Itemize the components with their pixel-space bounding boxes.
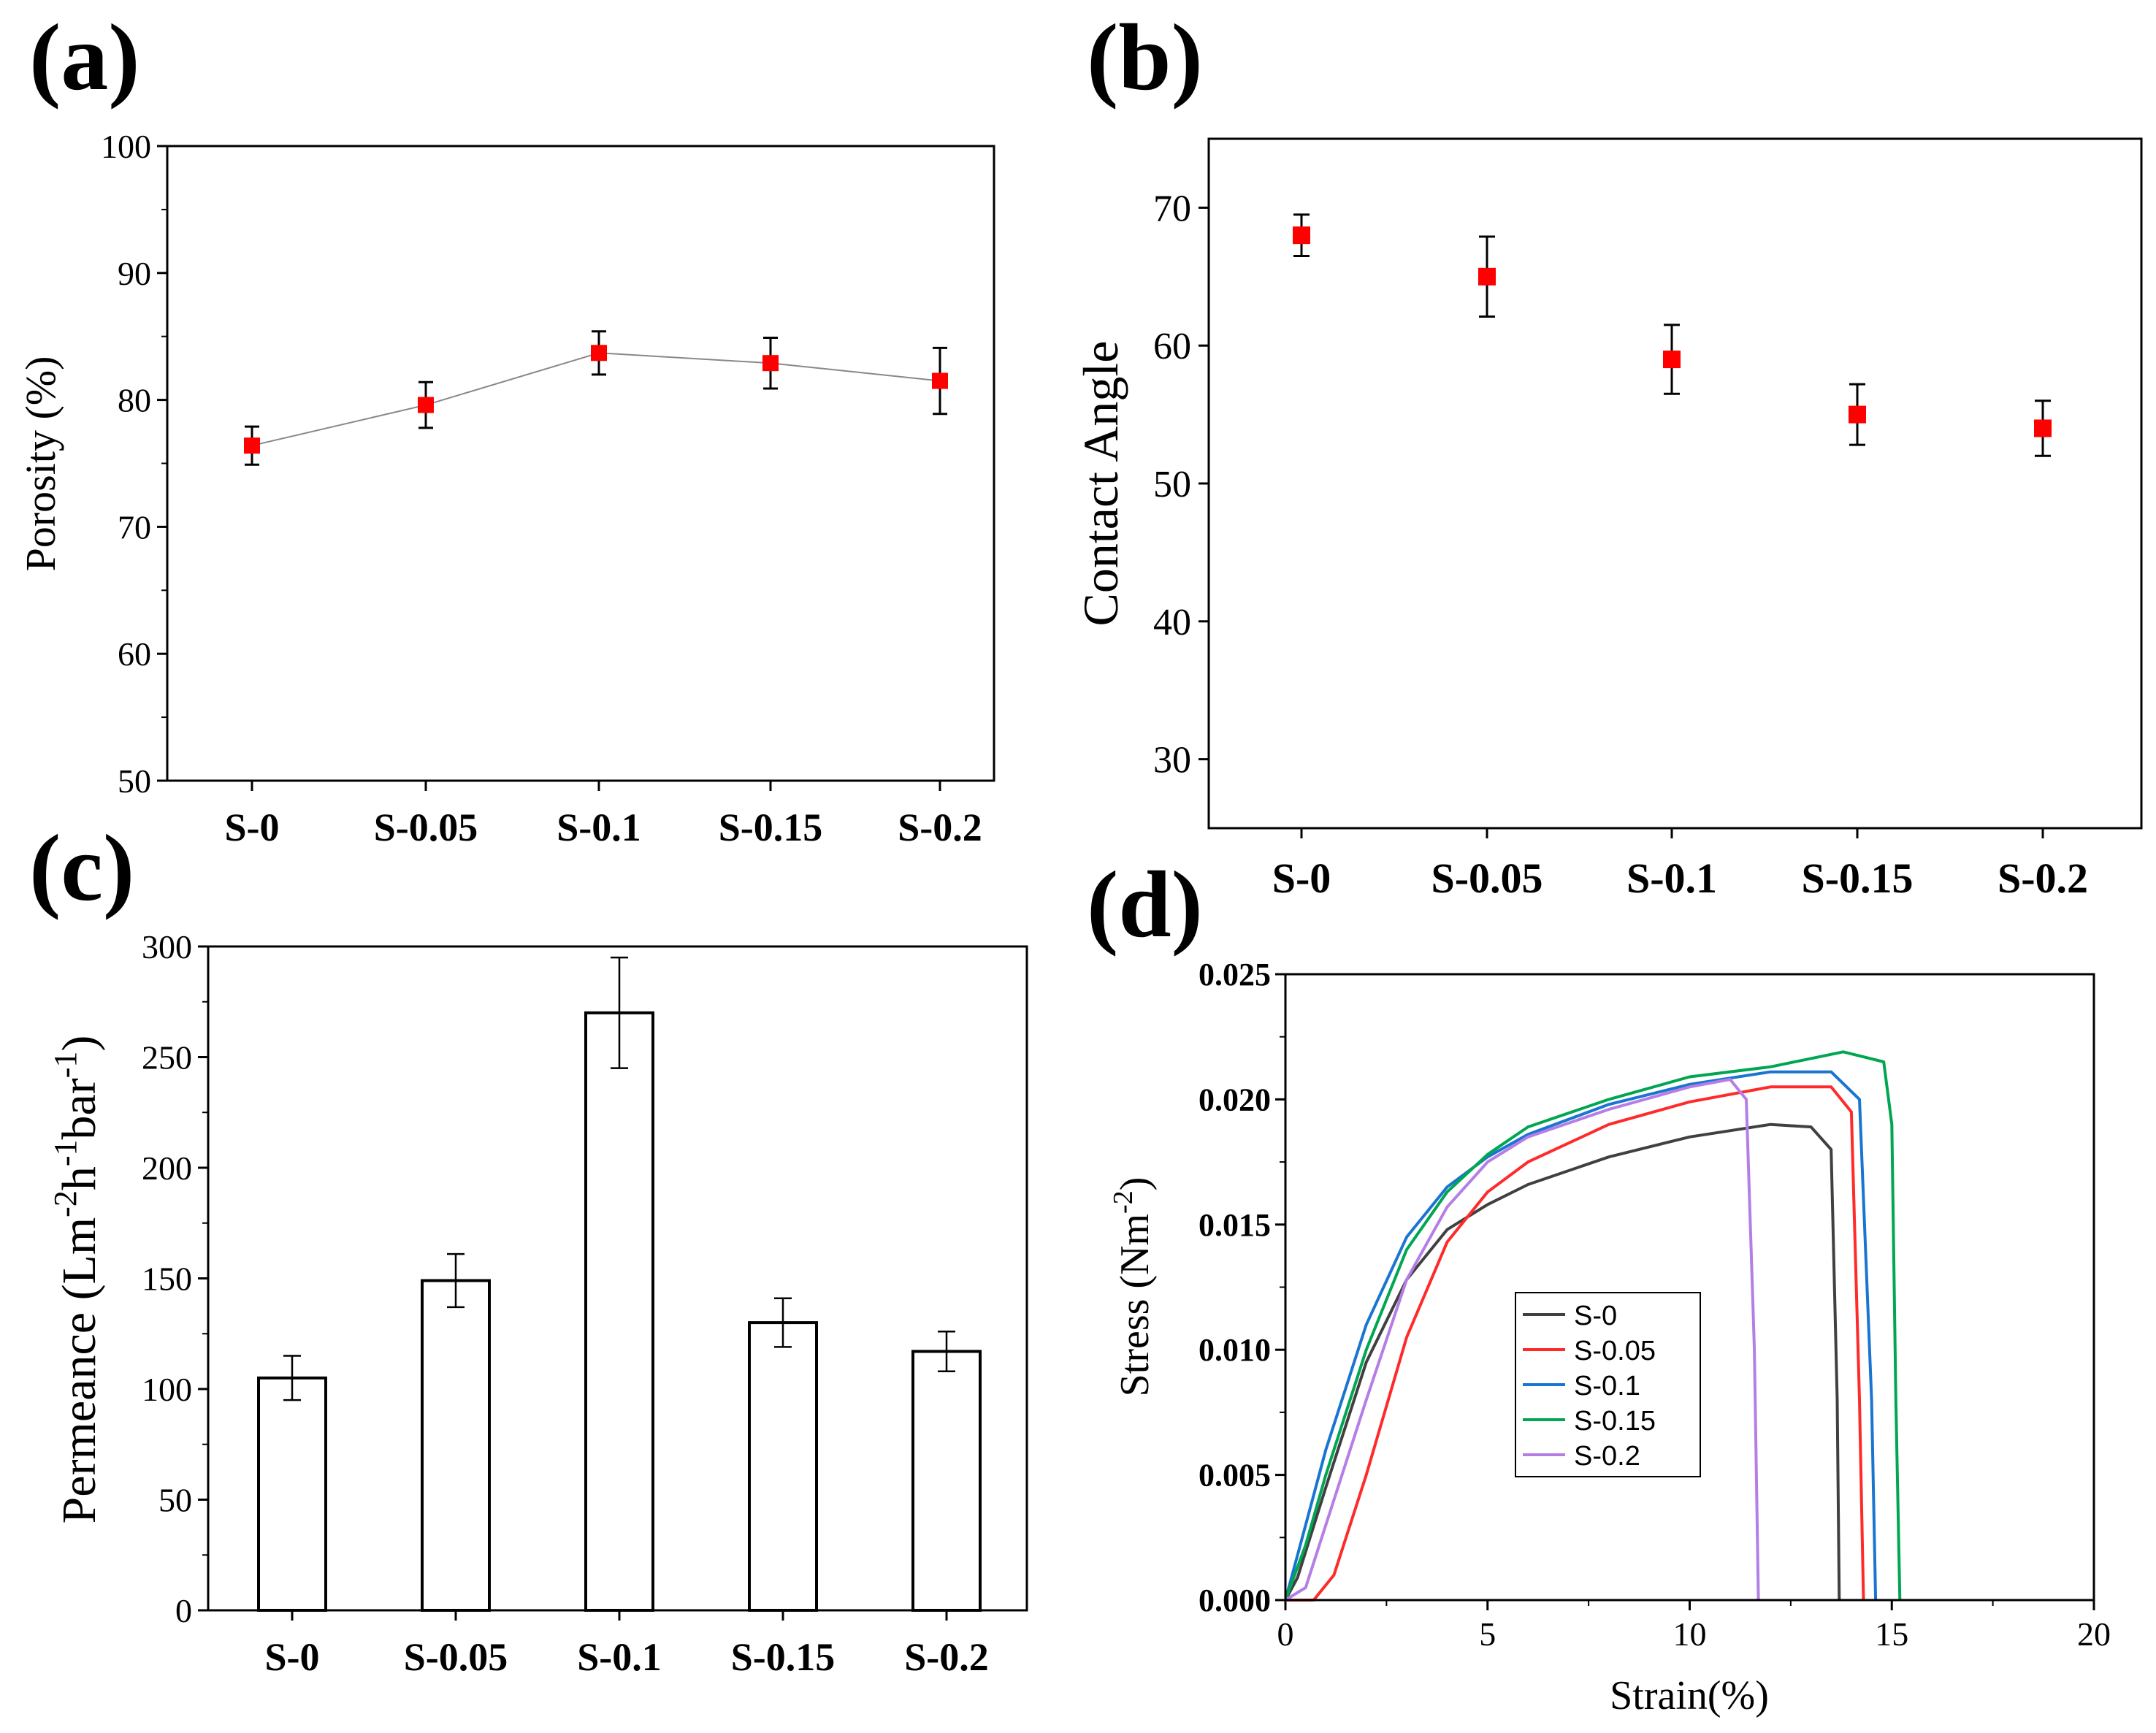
panel-d-label: (d): [1087, 852, 1203, 957]
panel-c-frame: [207, 945, 1028, 1612]
a-xtick-label: S-0: [224, 806, 279, 849]
d-series-line-S-0.1: [1284, 1070, 1878, 1601]
d-ytick-label: 0.020: [1199, 1082, 1271, 1117]
c-ytick-label: 0: [175, 1592, 192, 1629]
d-ytick-label: 0.025: [1199, 957, 1271, 992]
d-xtick-label: 0: [1277, 1615, 1294, 1653]
c-xtick-label: S-0.05: [404, 1635, 508, 1679]
panel-b-frame: [1207, 137, 2143, 830]
d-ytick-label: 0.015: [1199, 1207, 1271, 1243]
a-ytick-label: 50: [118, 762, 151, 800]
c-ylabel-post: ): [53, 1036, 106, 1052]
a-data-point: [762, 355, 779, 372]
b-ytick-label: 40: [1153, 602, 1191, 643]
c-ylabel-mid2: bar: [53, 1078, 106, 1139]
a-xtick-label: S-0.15: [719, 806, 823, 849]
legend-label: S-0.15: [1574, 1406, 1656, 1436]
d-xtick-label: 10: [1673, 1615, 1707, 1653]
a-xtick-label: S-0.2: [898, 806, 982, 849]
a-data-point: [932, 372, 948, 389]
a-ytick-label: 100: [101, 128, 151, 165]
d-ytick-label: 0.010: [1199, 1332, 1271, 1368]
c-ylabel-pre: Permeance (Lm: [53, 1217, 106, 1524]
c-ylabel-exp2: -1: [47, 1139, 83, 1166]
legend-label: S-0: [1574, 1301, 1617, 1331]
a-xtick-label: S-0.1: [557, 806, 641, 849]
c-ytick-label: 300: [142, 928, 192, 965]
b-data-point: [1849, 405, 1866, 424]
a-ytick-label: 90: [118, 255, 151, 292]
b-data-point: [1293, 226, 1310, 245]
b-xtick-label: S-0.15: [1801, 854, 1913, 902]
a-ytick-label: 80: [118, 382, 151, 419]
d-ylabel-pre: Stress (Nm: [1112, 1214, 1158, 1396]
c-bar: [911, 1350, 982, 1612]
c-ytick-label: 100: [142, 1371, 192, 1408]
d-xtick-label: 20: [2077, 1615, 2111, 1653]
panel-a-label: (a): [29, 5, 140, 110]
b-data-point: [1478, 267, 1496, 286]
panel-d-x-axis-title: Strain(%): [1610, 1673, 1769, 1718]
legend-label: S-0.05: [1574, 1336, 1656, 1366]
panel-b-y-axis-title: Contact Angle: [1073, 341, 1128, 627]
b-ytick-label: 70: [1153, 188, 1191, 229]
panel-c-y-axis-title: Permeance (Lm-2h-1bar-1): [47, 1036, 106, 1524]
d-series-line-S-0: [1284, 1122, 1841, 1601]
panel-a-frame: [166, 145, 995, 782]
panel-c-label: (c): [29, 816, 134, 921]
panel-d: (d) 0.000 0.005 0.010 0.015 0.020 0.025 0 5 10 15…: [1087, 852, 2111, 1718]
d-ylabel-exp: -2: [1108, 1190, 1139, 1214]
c-bar: [584, 1011, 654, 1612]
d-series-line-S-0.05: [1285, 1085, 1865, 1602]
d-series-line-S-0.2: [1284, 1078, 1760, 1602]
d-xtick-label: 5: [1479, 1615, 1496, 1653]
panel-a: (a) 50 60 70 80 90 100 S-0 S-0.05 S-0.1 S-0.15 S-0…: [17, 5, 995, 849]
legend-label: S-0.1: [1574, 1371, 1640, 1401]
c-ylabel-exp3: -1: [47, 1052, 83, 1079]
c-ytick-label: 50: [158, 1482, 192, 1519]
a-ytick-label: 70: [118, 508, 151, 546]
a-series-line: [251, 352, 941, 447]
c-bar: [257, 1376, 327, 1612]
d-ylabel-post: ): [1112, 1177, 1158, 1191]
c-ylabel-mid1: h: [53, 1166, 106, 1190]
c-ylabel-exp1: -2: [47, 1190, 83, 1217]
c-xtick-label: S-0.1: [577, 1635, 662, 1679]
panel-d-y-axis-title: Stress (Nm-2): [1108, 1177, 1158, 1397]
c-bar: [748, 1321, 818, 1612]
b-xtick-label: S-0.05: [1431, 854, 1543, 902]
c-ytick-label: 200: [142, 1149, 192, 1187]
legend-label: S-0.2: [1574, 1441, 1640, 1472]
a-data-point: [244, 437, 260, 454]
b-ytick-label: 30: [1153, 740, 1191, 781]
d-ytick-label: 0.000: [1199, 1583, 1271, 1618]
d-series-line-S-0.15: [1284, 1050, 1902, 1601]
b-xtick-label: S-0.2: [1998, 854, 2088, 902]
a-data-point: [591, 345, 607, 361]
c-xtick-label: S-0.15: [731, 1635, 836, 1679]
panel-b-label: (b): [1087, 5, 1203, 110]
legend: S-0 S-0.05 S-0.1 S-0.15 S-0.2: [1515, 1292, 1701, 1477]
c-xtick-label: S-0: [264, 1635, 319, 1679]
b-xtick-label: S-0.1: [1626, 854, 1717, 902]
b-ytick-label: 50: [1153, 464, 1191, 505]
b-xtick-label: S-0: [1272, 854, 1331, 902]
b-ytick-label: 60: [1153, 326, 1191, 367]
a-data-point: [418, 397, 434, 413]
b-data-point: [1663, 351, 1681, 369]
c-ytick-label: 250: [142, 1039, 192, 1076]
panel-c: (c) 0 50 100 150 200 250 300 S-0 S-0.05 S-0.1 S-0.…: [29, 816, 1028, 1679]
c-bar: [421, 1279, 491, 1613]
c-ytick-label: 150: [142, 1260, 192, 1298]
c-xtick-label: S-0.2: [904, 1635, 989, 1679]
panel-a-y-axis-title: Porosity (%): [17, 356, 64, 572]
d-xtick-label: 15: [1875, 1615, 1908, 1653]
b-data-point: [2034, 419, 2052, 437]
a-xtick-label: S-0.05: [374, 806, 478, 849]
panel-d-frame: [1284, 973, 2095, 1602]
a-ytick-label: 60: [118, 635, 151, 673]
d-ytick-label: 0.005: [1199, 1458, 1271, 1493]
